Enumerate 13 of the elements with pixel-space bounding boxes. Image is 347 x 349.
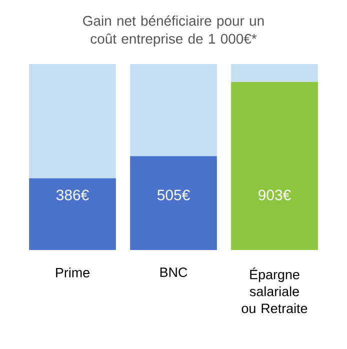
bar xyxy=(231,64,318,82)
x-tick-label: Épargne salariale ou Retraite xyxy=(242,268,308,314)
bar xyxy=(231,82,318,250)
bar xyxy=(130,156,217,250)
chart-title: Gain net bénéficiaire pour un coût entreprise de 1 000€* xyxy=(83,15,264,46)
data-label: 903€ xyxy=(258,190,291,200)
bar xyxy=(130,64,217,156)
bar xyxy=(29,64,116,178)
data-label: 386€ xyxy=(56,190,89,200)
data-label: 505€ xyxy=(157,190,190,200)
x-tick-label: Prime xyxy=(56,268,90,278)
bar xyxy=(29,178,116,250)
x-tick-label: BNC xyxy=(160,268,188,278)
